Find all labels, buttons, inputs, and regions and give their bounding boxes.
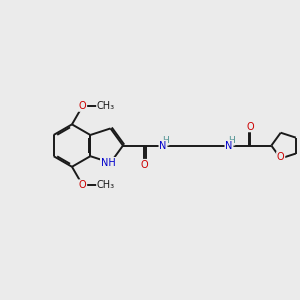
- Text: N: N: [159, 141, 167, 151]
- Text: O: O: [246, 122, 254, 131]
- Text: CH₃: CH₃: [97, 180, 115, 190]
- Text: O: O: [79, 180, 86, 190]
- Text: O: O: [79, 101, 86, 111]
- Text: H: H: [162, 136, 169, 145]
- Text: CH₃: CH₃: [97, 101, 115, 111]
- Text: NH: NH: [101, 158, 116, 168]
- Text: O: O: [140, 160, 148, 170]
- Text: H: H: [228, 136, 235, 145]
- Text: N: N: [225, 141, 233, 151]
- Text: O: O: [277, 152, 284, 162]
